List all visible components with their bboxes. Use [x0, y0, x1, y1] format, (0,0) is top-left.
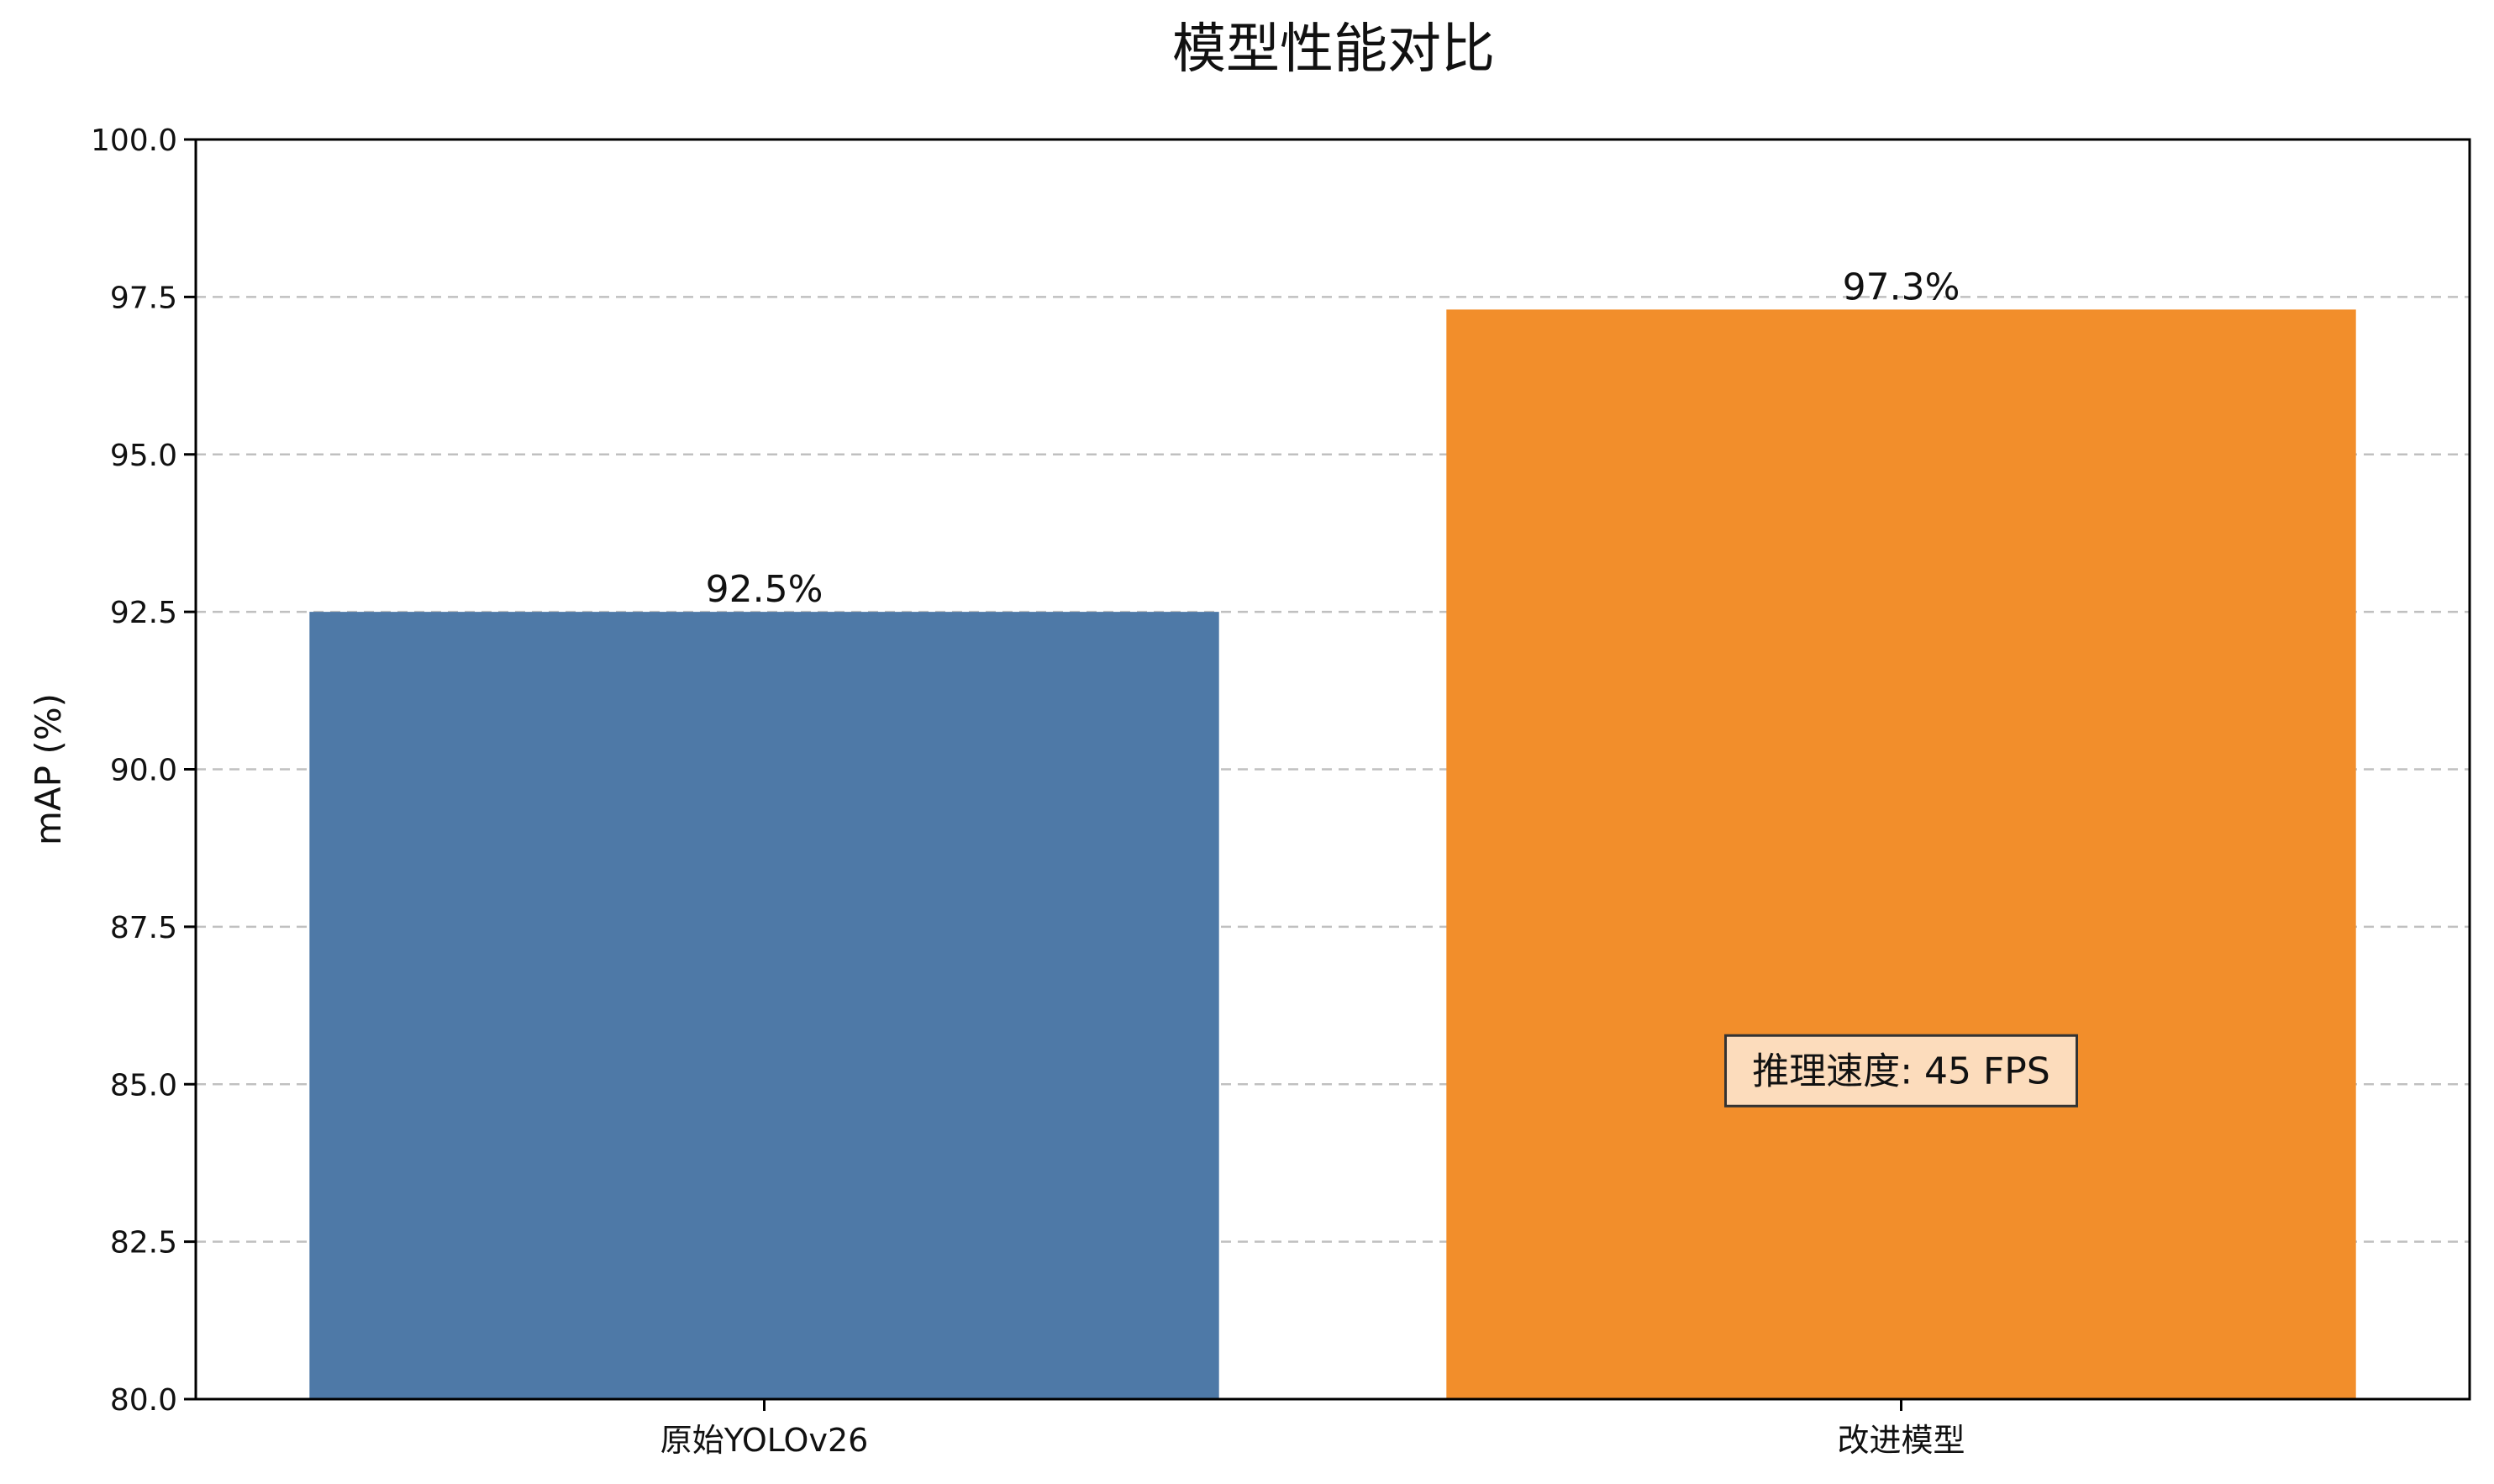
y-tick-label: 80.0 [110, 1383, 177, 1418]
x-axis-ticks: 原始YOLOv26 改进模型 [660, 1399, 1965, 1459]
y-tick-label: 100.0 [91, 124, 177, 158]
y-tick-label: 87.5 [110, 911, 177, 945]
y-axis-label: mAP (%) [28, 693, 69, 845]
chart-title: 模型性能对比 [1172, 18, 1495, 81]
x-tick-label: 改进模型 [1837, 1422, 1965, 1459]
bar-value-label: 97.3% [1843, 266, 1960, 308]
y-axis-ticks: 80.0 82.5 85.0 87.5 90.0 92.5 95.0 97.5 100.0 [91, 124, 196, 1418]
bar [309, 612, 1219, 1399]
y-tick-label: 97.5 [110, 281, 177, 315]
bar-value-labels: 92.5% 97.3% [706, 266, 1960, 611]
bars [309, 309, 2356, 1399]
bar-value-label: 92.5% [706, 568, 823, 611]
y-tick-label: 82.5 [110, 1226, 177, 1260]
bar [1446, 309, 2356, 1399]
annotation-box [1724, 1034, 2078, 1108]
x-tick-label: 原始YOLOv26 [660, 1422, 869, 1459]
y-tick-label: 92.5 [110, 596, 177, 630]
y-tick-label: 85.0 [110, 1068, 177, 1102]
y-tick-label: 90.0 [110, 754, 177, 788]
annotation-text: 推理速度: 45 FPS [1752, 1050, 2050, 1092]
annotation: 推理速度: 45 FPS [1724, 1034, 2078, 1108]
y-tick-label: 95.0 [110, 439, 177, 473]
